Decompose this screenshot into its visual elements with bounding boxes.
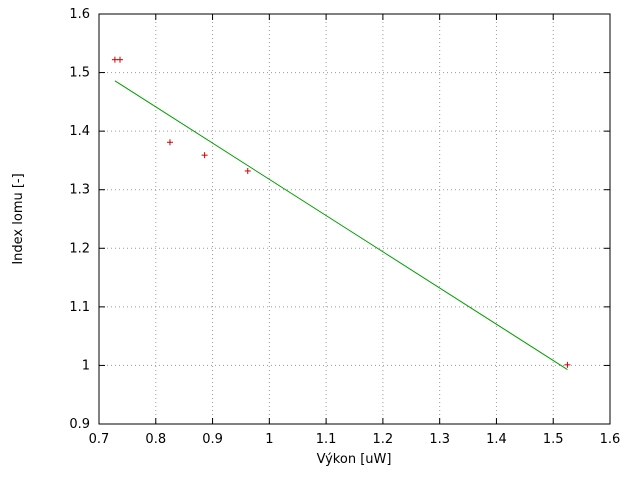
y-tick-label: 1.4: [69, 124, 90, 139]
plot-area: 0.7 0.8 0.9 1 1.1 1.2 1.3 1.4 1.5 1.6 0.9 1 1.1 1.2 1.…: [69, 7, 620, 447]
y-axis-label: Index lomu [-]: [11, 173, 26, 264]
x-tick-label: 1.5: [543, 432, 564, 447]
y-tick-label: 1.2: [69, 241, 90, 256]
x-tick-label: 0.8: [145, 432, 166, 447]
fit-line: [114, 80, 568, 370]
y-tick-label: 1.1: [69, 300, 90, 315]
x-tick-label: 1.4: [486, 432, 507, 447]
x-tick-label: 1.1: [316, 432, 337, 447]
x-tick-label: 1.2: [373, 432, 394, 447]
y-tick-label: 1.6: [69, 7, 90, 22]
x-tick-label: 0.9: [202, 432, 223, 447]
x-tick-label: 1.3: [429, 432, 450, 447]
x-tick-label: 0.7: [89, 432, 110, 447]
x-tick-label: 1: [265, 432, 273, 447]
plot-border: [98, 13, 611, 425]
y-tick-label: 1: [82, 358, 90, 373]
x-tick-label: 1.6: [600, 432, 621, 447]
x-axis-label: Výkon [uW]: [317, 452, 392, 467]
y-tick-label: 0.9: [69, 417, 90, 432]
y-tick-label: 1.3: [69, 183, 90, 198]
y-tick-label: 1.5: [69, 66, 90, 81]
